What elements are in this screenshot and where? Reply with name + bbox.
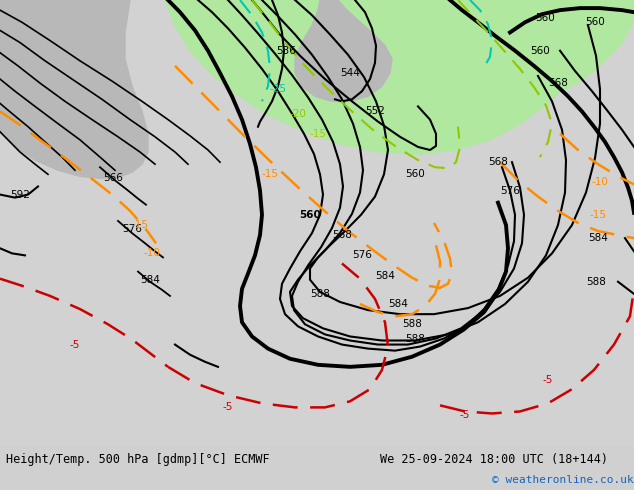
Text: 576: 576 (500, 186, 520, 196)
Text: 560: 560 (299, 210, 321, 220)
Text: 576: 576 (122, 224, 142, 234)
Text: 536: 536 (276, 46, 296, 56)
Text: 588: 588 (405, 335, 425, 344)
Text: -5: -5 (70, 340, 80, 349)
Text: © weatheronline.co.uk: © weatheronline.co.uk (492, 475, 634, 485)
Polygon shape (476, 0, 634, 98)
Text: -5: -5 (543, 375, 553, 385)
Text: 592: 592 (10, 190, 30, 199)
Polygon shape (0, 0, 148, 178)
Text: 568: 568 (332, 230, 352, 240)
Text: 584: 584 (140, 275, 160, 285)
Text: 566: 566 (103, 173, 123, 183)
Text: 560: 560 (585, 17, 605, 27)
Text: -5: -5 (460, 411, 470, 420)
Text: We 25-09-2024 18:00 UTC (18+144): We 25-09-2024 18:00 UTC (18+144) (380, 453, 608, 466)
Text: -5: -5 (223, 402, 233, 413)
Text: 568: 568 (548, 78, 568, 88)
Text: 544: 544 (340, 68, 360, 78)
Text: 588: 588 (402, 319, 422, 329)
Polygon shape (295, 0, 392, 101)
Text: -10: -10 (143, 248, 160, 258)
Text: 560: 560 (405, 170, 425, 179)
Text: 584: 584 (388, 299, 408, 309)
Text: -15: -15 (590, 210, 607, 220)
Text: 584: 584 (588, 233, 608, 243)
Text: 552: 552 (365, 106, 385, 117)
Text: 568: 568 (488, 157, 508, 167)
Text: Height/Temp. 500 hPa [gdmp][°C] ECMWF: Height/Temp. 500 hPa [gdmp][°C] ECMWF (6, 453, 269, 466)
Text: 588: 588 (586, 277, 606, 287)
Polygon shape (165, 0, 620, 154)
Text: 560: 560 (530, 46, 550, 56)
Text: 560: 560 (535, 13, 555, 23)
Text: -15: -15 (309, 129, 327, 139)
Text: -15: -15 (261, 170, 278, 179)
Text: 584: 584 (375, 270, 395, 281)
Text: -20: -20 (290, 108, 306, 119)
Text: -15: -15 (131, 220, 148, 230)
Text: -25: -25 (269, 84, 287, 94)
Text: 588: 588 (310, 289, 330, 299)
Text: 576: 576 (352, 250, 372, 260)
Text: -10: -10 (592, 177, 609, 187)
